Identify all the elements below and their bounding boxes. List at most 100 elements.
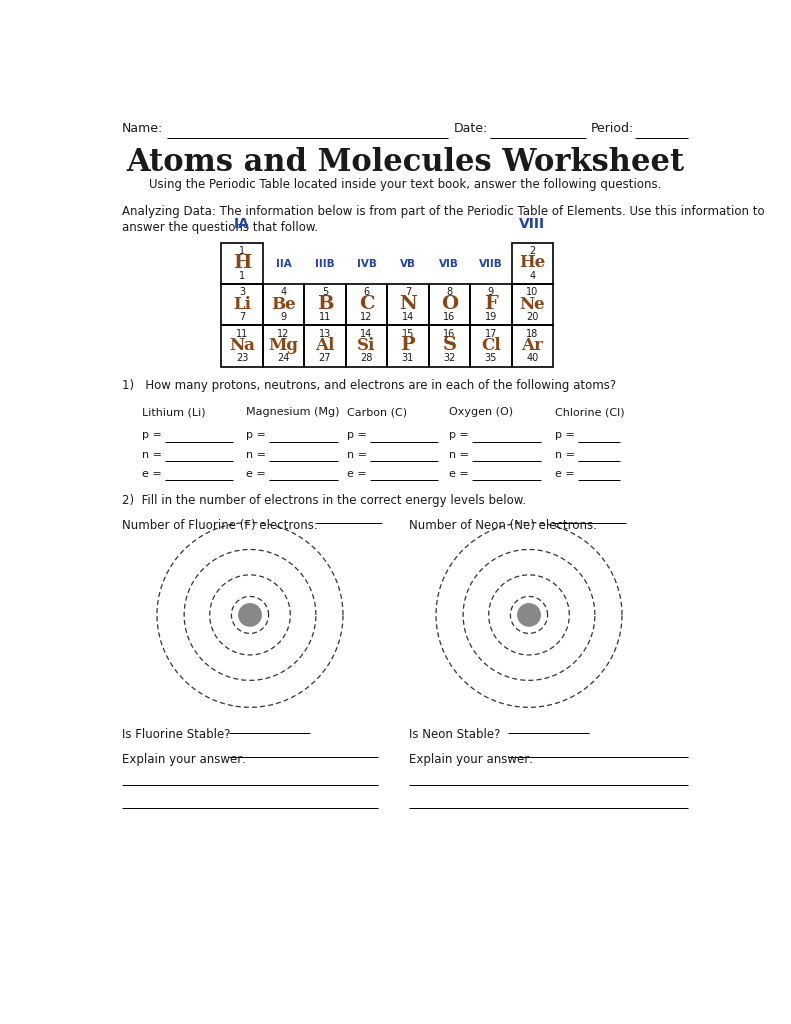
Text: e =: e = (449, 469, 469, 479)
Text: p =: p = (246, 430, 266, 440)
Text: Date:: Date: (454, 122, 488, 135)
Text: 20: 20 (526, 312, 539, 323)
Bar (305, 326, 346, 367)
Text: Ar: Ar (521, 337, 543, 353)
Bar (346, 326, 387, 367)
Text: 4: 4 (281, 288, 286, 297)
Text: 3: 3 (239, 288, 245, 297)
Text: Lithium (Li): Lithium (Li) (142, 407, 205, 417)
Text: 7: 7 (405, 288, 411, 297)
Text: n =: n = (554, 450, 574, 460)
Text: 1)   How many protons, neutrons, and electrons are in each of the following atom: 1) How many protons, neutrons, and elect… (122, 379, 616, 391)
Bar (512, 243, 553, 285)
Text: Is Fluorine Stable?: Is Fluorine Stable? (122, 728, 231, 741)
Text: 16: 16 (443, 312, 456, 323)
Text: Cl: Cl (481, 337, 501, 353)
Circle shape (239, 604, 261, 626)
Text: P: P (400, 336, 415, 354)
Text: Using the Periodic Table located inside your text book, answer the following que: Using the Periodic Table located inside … (149, 178, 661, 191)
Text: Mg: Mg (268, 337, 298, 353)
Circle shape (518, 604, 540, 626)
Text: e =: e = (142, 469, 161, 479)
Text: 14: 14 (402, 312, 414, 323)
Text: Explain your answer:: Explain your answer: (122, 753, 246, 766)
Text: 35: 35 (485, 353, 497, 364)
Text: 5: 5 (322, 288, 328, 297)
Bar (512, 326, 553, 367)
Text: n =: n = (142, 450, 161, 460)
Text: O: O (441, 295, 458, 313)
Text: Period:: Period: (591, 122, 634, 135)
Text: Na: Na (229, 337, 255, 353)
Bar (263, 326, 305, 367)
Text: 15: 15 (402, 329, 414, 339)
Text: 7: 7 (239, 312, 245, 323)
Text: 2: 2 (529, 246, 536, 256)
Text: Number of Neon (Ne) electrons:: Number of Neon (Ne) electrons: (409, 519, 597, 531)
Text: 28: 28 (360, 353, 373, 364)
Bar (263, 285, 305, 326)
Text: B: B (316, 295, 333, 313)
Text: 19: 19 (485, 312, 497, 323)
Bar (221, 243, 263, 285)
Text: C: C (358, 295, 374, 313)
Bar (387, 285, 429, 326)
Text: 32: 32 (443, 353, 456, 364)
Text: e =: e = (554, 469, 574, 479)
Text: Is Neon Stable?: Is Neon Stable? (409, 728, 500, 741)
Text: 10: 10 (526, 288, 539, 297)
Text: p =: p = (554, 430, 574, 440)
Text: 2)  Fill in the number of electrons in the correct energy levels below.: 2) Fill in the number of electrons in th… (122, 494, 526, 507)
Text: 12: 12 (360, 312, 373, 323)
Bar (512, 285, 553, 326)
Text: answer the questions that follow.: answer the questions that follow. (122, 221, 318, 234)
Text: p =: p = (449, 430, 469, 440)
Text: 11: 11 (236, 329, 248, 339)
Text: Name:: Name: (122, 122, 164, 135)
Text: p =: p = (142, 430, 161, 440)
Text: VIII: VIII (519, 217, 545, 230)
Text: 40: 40 (526, 353, 539, 364)
Text: 4: 4 (529, 271, 536, 281)
Bar (221, 285, 263, 326)
Text: 18: 18 (526, 329, 539, 339)
Text: Carbon (C): Carbon (C) (347, 407, 407, 417)
Text: 31: 31 (402, 353, 414, 364)
Text: 23: 23 (236, 353, 248, 364)
Text: N: N (399, 295, 417, 313)
Text: 24: 24 (278, 353, 290, 364)
Bar (429, 326, 470, 367)
Text: n =: n = (449, 450, 469, 460)
Text: Li: Li (233, 296, 251, 312)
Text: 8: 8 (446, 288, 452, 297)
Text: F: F (484, 295, 498, 313)
Text: IA: IA (234, 217, 250, 230)
Text: 12: 12 (278, 329, 290, 339)
Text: VB: VB (400, 259, 416, 268)
Text: IIIB: IIIB (315, 259, 335, 268)
Bar (429, 285, 470, 326)
Text: 16: 16 (443, 329, 456, 339)
Text: VIIB: VIIB (479, 259, 503, 268)
Bar (470, 285, 512, 326)
Text: 11: 11 (319, 312, 331, 323)
Text: 9: 9 (281, 312, 286, 323)
Text: n =: n = (246, 450, 266, 460)
Text: He: He (519, 254, 546, 271)
Text: S: S (442, 336, 456, 354)
Text: Ne: Ne (520, 296, 545, 312)
Text: n =: n = (347, 450, 367, 460)
Text: Be: Be (271, 296, 296, 312)
Bar (305, 285, 346, 326)
Text: IIA: IIA (275, 259, 291, 268)
Text: Si: Si (358, 337, 376, 353)
Text: Al: Al (316, 337, 335, 353)
Text: Number of Fluorine (F) electrons:: Number of Fluorine (F) electrons: (122, 519, 318, 531)
Bar (346, 285, 387, 326)
Text: Magnesium (Mg): Magnesium (Mg) (246, 407, 339, 417)
Text: e =: e = (246, 469, 266, 479)
Text: 13: 13 (319, 329, 331, 339)
Text: H: H (233, 254, 252, 271)
Text: 1: 1 (239, 271, 245, 281)
Text: 1: 1 (239, 246, 245, 256)
